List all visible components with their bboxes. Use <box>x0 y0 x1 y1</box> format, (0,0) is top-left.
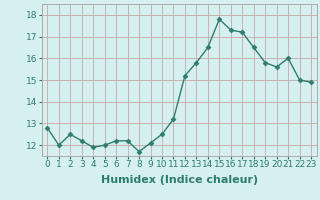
X-axis label: Humidex (Indice chaleur): Humidex (Indice chaleur) <box>100 175 258 185</box>
